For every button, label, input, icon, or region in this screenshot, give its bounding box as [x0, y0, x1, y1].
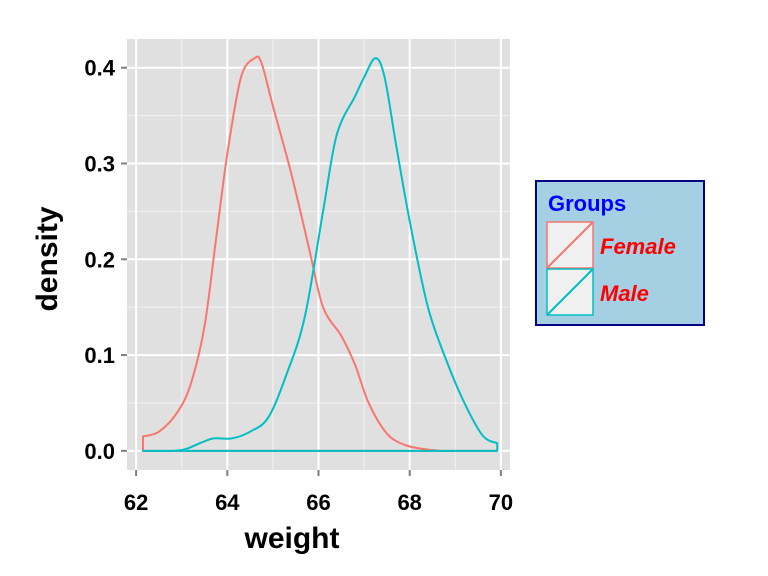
y-axis: 0.0 0.1 0.2 0.3 0.4: [84, 56, 127, 464]
x-tick-label: 68: [397, 490, 421, 515]
x-axis: 62 64 66 68 70: [124, 470, 513, 515]
y-axis-title: density: [31, 206, 64, 311]
density-curve-male: [141, 57, 499, 452]
legend-key-line: [546, 268, 594, 316]
legend-key-line: [546, 221, 594, 269]
legend-title: Groups: [548, 191, 626, 216]
legend-item-male: Male: [546, 268, 649, 316]
x-tick-label: 70: [489, 490, 513, 515]
legend: Groups Female Male: [535, 180, 705, 326]
y-tick-label: 0.1: [84, 343, 115, 368]
y-tick-label: 0.4: [84, 56, 115, 81]
series-layer: [141, 55, 499, 452]
legend-keys: Female Male: [546, 221, 676, 316]
legend-item-female: Female: [546, 221, 676, 269]
x-axis-title: weight: [244, 522, 340, 555]
legend-label: Male: [600, 281, 649, 306]
x-tick-label: 66: [306, 490, 330, 515]
density-curve-female: [141, 55, 499, 452]
legend-label: Female: [600, 234, 676, 259]
x-tick-label: 62: [124, 490, 148, 515]
y-tick-label: 0.3: [84, 152, 115, 177]
x-tick-label: 64: [215, 490, 240, 515]
y-tick-label: 0.2: [84, 247, 115, 272]
y-tick-label: 0.0: [84, 439, 115, 464]
